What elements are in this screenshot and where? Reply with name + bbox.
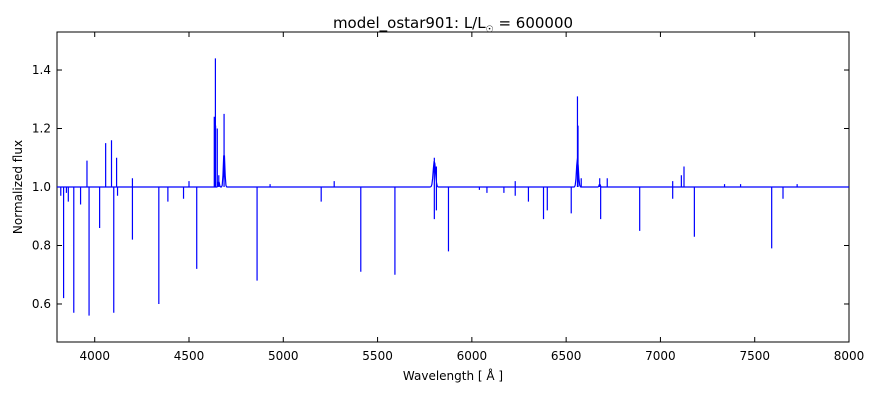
x-tick-label: 6500 — [551, 349, 582, 363]
x-tick-label: 7500 — [739, 349, 770, 363]
x-axis-ticks: 4000 4500 5000 5500 6000 6500 7000 7500 8000 — [79, 32, 864, 363]
y-tick-label: 1.0 — [32, 180, 51, 194]
x-axis-label: Wavelength [ Å ] — [403, 368, 503, 383]
x-tick-label: 8000 — [834, 349, 865, 363]
x-tick-label: 5500 — [362, 349, 393, 363]
y-axis-label: Normalized flux — [11, 140, 25, 234]
y-tick-label: 1.2 — [32, 122, 51, 136]
x-tick-label: 6000 — [457, 349, 488, 363]
x-tick-label: 7000 — [645, 349, 676, 363]
x-tick-label: 4500 — [174, 349, 205, 363]
chart-title: model_ostar901: L/L☉ = 600000 — [333, 14, 573, 35]
x-tick-label: 5000 — [268, 349, 299, 363]
x-tick-label: 4000 — [79, 349, 110, 363]
y-tick-label: 0.6 — [32, 297, 51, 311]
spectrum-series-line — [57, 58, 849, 316]
y-tick-label: 1.4 — [32, 63, 51, 77]
y-axis-ticks: 0.6 0.8 1.0 1.2 1.4 — [32, 63, 849, 311]
y-tick-label: 0.8 — [32, 238, 51, 252]
